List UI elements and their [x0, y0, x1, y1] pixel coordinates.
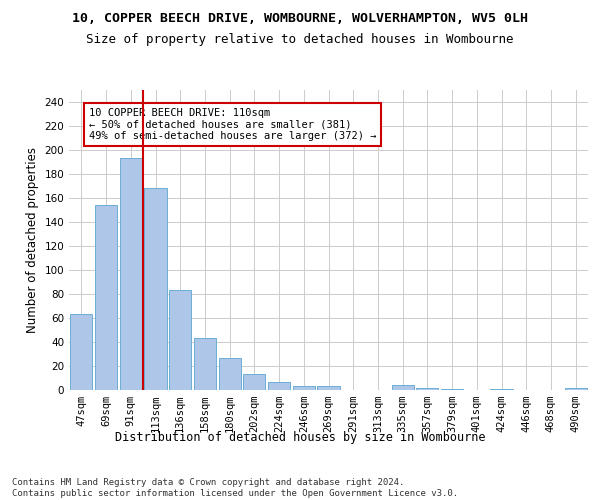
Text: 10 COPPER BEECH DRIVE: 110sqm
← 50% of detached houses are smaller (381)
49% of : 10 COPPER BEECH DRIVE: 110sqm ← 50% of d… — [89, 108, 376, 141]
Bar — [218, 358, 241, 390]
Bar — [490, 389, 512, 390]
Text: 10, COPPER BEECH DRIVE, WOMBOURNE, WOLVERHAMPTON, WV5 0LH: 10, COPPER BEECH DRIVE, WOMBOURNE, WOLVE… — [72, 12, 528, 26]
Text: Size of property relative to detached houses in Wombourne: Size of property relative to detached ho… — [86, 32, 514, 46]
Bar — [95, 205, 117, 390]
Bar — [119, 158, 142, 390]
Bar — [392, 385, 414, 390]
Text: Contains HM Land Registry data © Crown copyright and database right 2024.
Contai: Contains HM Land Registry data © Crown c… — [12, 478, 458, 498]
Bar — [565, 388, 587, 390]
Bar — [293, 386, 315, 390]
Bar — [243, 374, 265, 390]
Bar — [194, 338, 216, 390]
Bar — [268, 382, 290, 390]
Bar — [70, 314, 92, 390]
Text: Distribution of detached houses by size in Wombourne: Distribution of detached houses by size … — [115, 431, 485, 444]
Bar — [145, 188, 167, 390]
Bar — [441, 389, 463, 390]
Y-axis label: Number of detached properties: Number of detached properties — [26, 147, 39, 333]
Bar — [416, 388, 439, 390]
Bar — [317, 386, 340, 390]
Bar — [169, 290, 191, 390]
